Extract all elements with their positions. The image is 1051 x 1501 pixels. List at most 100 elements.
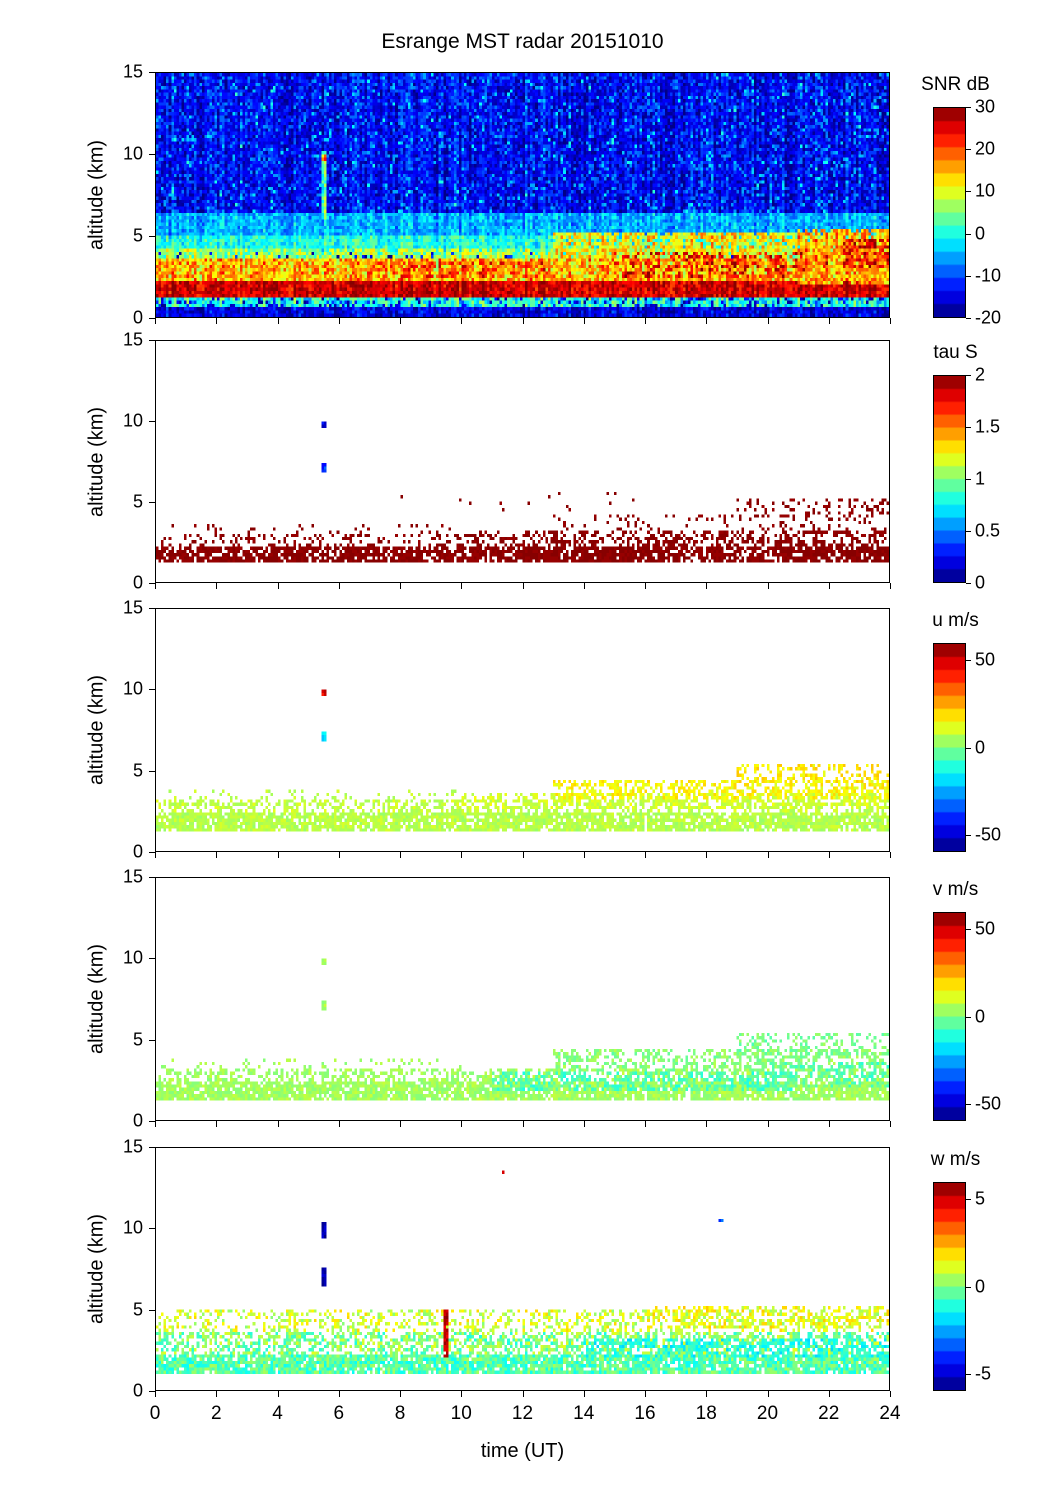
colorbar-tick-label: 2	[975, 364, 986, 385]
colorbar-tick-label: -5	[975, 1363, 992, 1384]
y-tick-label: 10	[122, 143, 143, 164]
x-tick	[400, 1121, 401, 1127]
x-tick	[645, 583, 646, 589]
heatmap-canvas-tau	[156, 341, 889, 582]
colorbar-tick-label: 50	[975, 918, 996, 939]
colorbar-gradient-v	[934, 913, 965, 1120]
y-tick	[149, 340, 155, 341]
x-tick	[706, 852, 708, 858]
colorbar-tick	[966, 1286, 971, 1288]
colorbar-tick	[966, 660, 971, 662]
y-tick-label: 10	[122, 1217, 143, 1238]
x-tick	[461, 583, 463, 589]
x-tick	[216, 852, 218, 858]
colorbar-tick	[966, 1373, 971, 1375]
colorbar-tick-label: 1.5	[975, 416, 1001, 437]
heatmap-canvas-u	[156, 609, 889, 851]
y-tick	[149, 689, 155, 691]
y-tick	[149, 1309, 155, 1311]
y-tick-label: 10	[122, 947, 143, 968]
colorbar-gradient-w	[934, 1183, 965, 1390]
heatmap-canvas-w	[156, 1148, 889, 1390]
y-tick-label: 15	[122, 1136, 143, 1157]
x-tick	[828, 1391, 830, 1397]
x-tick	[767, 1391, 769, 1397]
x-tick	[155, 852, 156, 858]
x-tick	[277, 1121, 279, 1127]
x-tick	[277, 852, 279, 858]
y-tick	[149, 583, 155, 584]
x-tick	[645, 318, 646, 324]
x-tick	[645, 1121, 646, 1127]
x-tick	[522, 583, 524, 589]
x-tick	[461, 1391, 463, 1397]
colorbar-gradient-u	[934, 644, 965, 851]
colorbar-tick-label: 0.5	[975, 520, 1001, 541]
x-tick	[400, 852, 401, 858]
x-tick	[583, 318, 585, 324]
y-tick	[149, 877, 155, 878]
colorbar-tick-label: 1	[975, 468, 986, 489]
x-tick	[706, 583, 708, 589]
x-tick-label: 20	[756, 1403, 779, 1424]
heatmap-panel-v	[155, 877, 890, 1121]
colorbar-tick	[966, 1199, 971, 1201]
colorbar-tick	[966, 375, 971, 376]
x-tick	[828, 852, 830, 858]
colorbar-tick	[966, 149, 971, 151]
colorbar-label-snr: SNR dB	[921, 74, 990, 95]
y-tick-label: 0	[132, 572, 143, 593]
colorbar-label-u: u m/s	[932, 610, 979, 631]
colorbar-tick	[966, 107, 971, 108]
colorbar-tick	[966, 427, 971, 428]
x-tick	[155, 583, 156, 589]
y-tick-label: 5	[132, 1299, 143, 1320]
x-tick	[155, 1391, 156, 1397]
colorbar-gradient-tau	[934, 376, 965, 582]
x-tick	[583, 583, 585, 589]
x-tick	[767, 318, 769, 324]
x-tick	[890, 583, 891, 589]
x-tick	[155, 318, 156, 324]
x-tick	[277, 1391, 279, 1397]
colorbar-gradient-snr	[934, 108, 965, 317]
colorbar-tick	[966, 275, 971, 277]
x-tick	[828, 318, 830, 324]
colorbar-tick-label: -20	[975, 307, 1002, 328]
y-tick	[149, 1228, 155, 1230]
x-tick-label: 14	[573, 1403, 595, 1424]
x-tick	[338, 583, 340, 589]
y-tick	[149, 421, 155, 422]
colorbar-tick	[966, 191, 971, 193]
y-tick	[149, 236, 155, 237]
x-tick-label: 2	[210, 1403, 222, 1424]
colorbar-tick	[966, 531, 971, 532]
heatmap-panel-u	[155, 608, 890, 852]
x-tick	[706, 1121, 708, 1127]
colorbar-u	[933, 643, 966, 852]
colorbar-tick	[966, 834, 971, 836]
colorbar-tick-label: -50	[975, 824, 1002, 845]
x-tick	[645, 852, 646, 858]
x-axis-label: time (UT)	[480, 1440, 565, 1462]
x-tick	[338, 318, 340, 324]
y-tick	[149, 608, 155, 609]
x-tick	[583, 852, 585, 858]
x-tick	[890, 318, 891, 324]
y-tick-label: 0	[132, 307, 143, 328]
y-tick-label: 15	[122, 329, 143, 350]
colorbar-tick-label: -50	[975, 1093, 1002, 1114]
colorbar-tick-label: 0	[975, 223, 986, 244]
x-tick	[706, 1391, 708, 1397]
y-tick	[149, 1391, 155, 1392]
x-tick	[216, 318, 218, 324]
x-tick	[767, 852, 769, 858]
y-tick	[149, 72, 155, 73]
colorbar-tick	[966, 583, 971, 584]
y-tick-label: 10	[122, 410, 143, 431]
heatmap-canvas-snr	[156, 73, 889, 317]
colorbar-tick-label: 0	[975, 572, 986, 593]
x-tick	[400, 1391, 401, 1397]
x-tick	[400, 318, 401, 324]
x-tick-label: 16	[634, 1403, 656, 1424]
